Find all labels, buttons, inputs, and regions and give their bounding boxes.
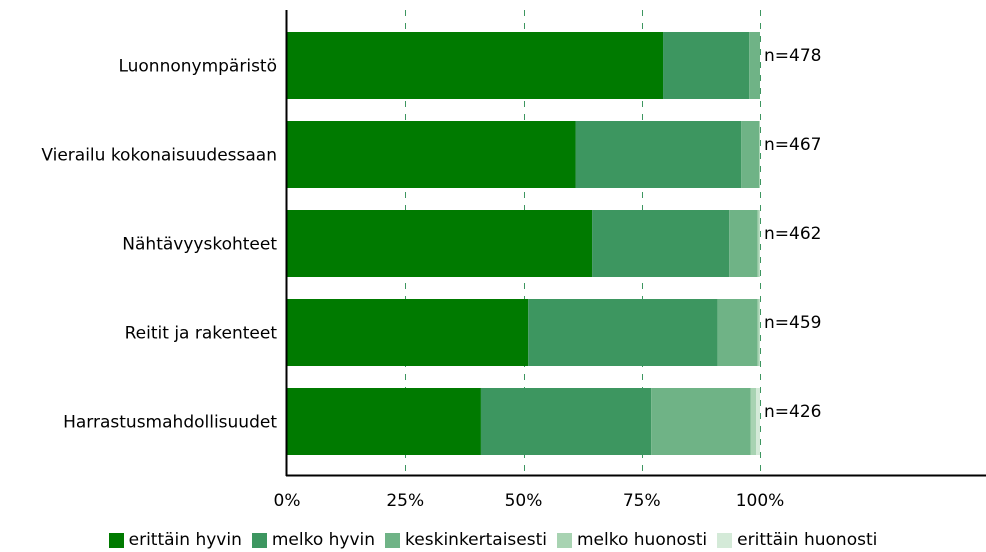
bar-segment <box>750 388 757 455</box>
bar-segment <box>287 388 481 455</box>
legend-swatch <box>385 532 401 548</box>
legend: erittäin hyvin melko hyvin keskinkertaises… <box>0 528 986 552</box>
legend-item: erittäin huonosti <box>717 530 877 550</box>
x-tick-label: 0% <box>274 491 301 511</box>
bar-segment <box>757 299 760 366</box>
chart: Luonnonympäristö Vierailu kokonaisuudessa… <box>41 10 986 511</box>
n-label: n=478 <box>764 46 821 66</box>
legend-item: keskinkertaisesti <box>385 530 547 550</box>
bar-segment <box>651 388 751 455</box>
n-label: n=462 <box>764 224 821 244</box>
bar-segment <box>757 210 760 277</box>
legend-item: melko huonosti <box>557 530 707 550</box>
bar-segment <box>756 388 760 455</box>
bars <box>287 32 760 455</box>
bar-segment <box>741 121 760 188</box>
x-tick-label: 25% <box>386 491 424 511</box>
legend-swatch <box>251 532 267 548</box>
bar-segment <box>575 121 742 188</box>
legend-label: erittäin huonosti <box>737 530 878 550</box>
legend-label: melko hyvin <box>271 530 376 550</box>
category-labels: Luonnonympäristö Vierailu kokonaisuudessa… <box>41 57 277 433</box>
bar-segment <box>287 210 593 277</box>
bar-segment <box>287 32 664 99</box>
category-label: Luonnonympäristö <box>118 57 277 77</box>
legend-swatch <box>557 532 572 548</box>
legend-swatch <box>717 532 733 548</box>
bar-segment <box>663 32 750 99</box>
bar-segment <box>749 32 760 99</box>
n-label: n=459 <box>764 313 821 333</box>
legend-swatch <box>108 532 124 548</box>
bar-segment <box>759 121 760 188</box>
x-tick-labels: 0% 25% 50% 75% 100% <box>274 491 785 511</box>
bar-segment <box>480 388 652 455</box>
bar-segment <box>592 210 730 277</box>
bar-segment <box>287 299 529 366</box>
category-label: Vierailu kokonaisuudessaan <box>41 146 277 166</box>
x-tick-label: 50% <box>505 491 543 511</box>
x-tick-label: 75% <box>623 491 661 511</box>
legend-label: melko huonosti <box>577 530 708 550</box>
legend-item: erittäin hyvin <box>108 530 242 550</box>
category-label: Nähtävyyskohteet <box>122 235 277 255</box>
bar-segment <box>287 121 576 188</box>
legend-label: erittäin hyvin <box>128 530 242 550</box>
legend-item: melko hyvin <box>251 530 376 550</box>
n-label: n=426 <box>764 402 821 422</box>
legend-label: keskinkertaisesti <box>405 530 547 550</box>
n-label: n=467 <box>764 135 821 155</box>
category-label: Reitit ja rakenteet <box>125 324 278 344</box>
bar-segment <box>729 210 758 277</box>
category-label: Harrastusmahdollisuudet <box>63 413 277 433</box>
x-tick-label: 100% <box>736 491 785 511</box>
n-labels: n=478 n=467 n=462 n=459 n=426 <box>764 46 821 422</box>
bar-segment <box>717 299 758 366</box>
bar-segment <box>528 299 718 366</box>
